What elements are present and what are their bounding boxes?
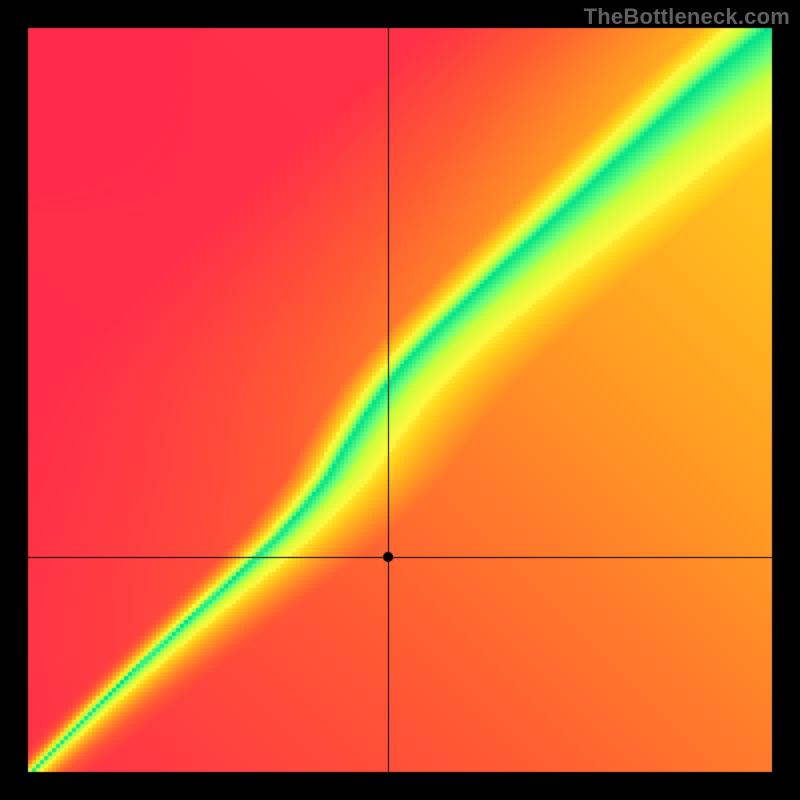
- heatmap-canvas: [0, 0, 800, 800]
- watermark-text: TheBottleneck.com: [584, 4, 790, 30]
